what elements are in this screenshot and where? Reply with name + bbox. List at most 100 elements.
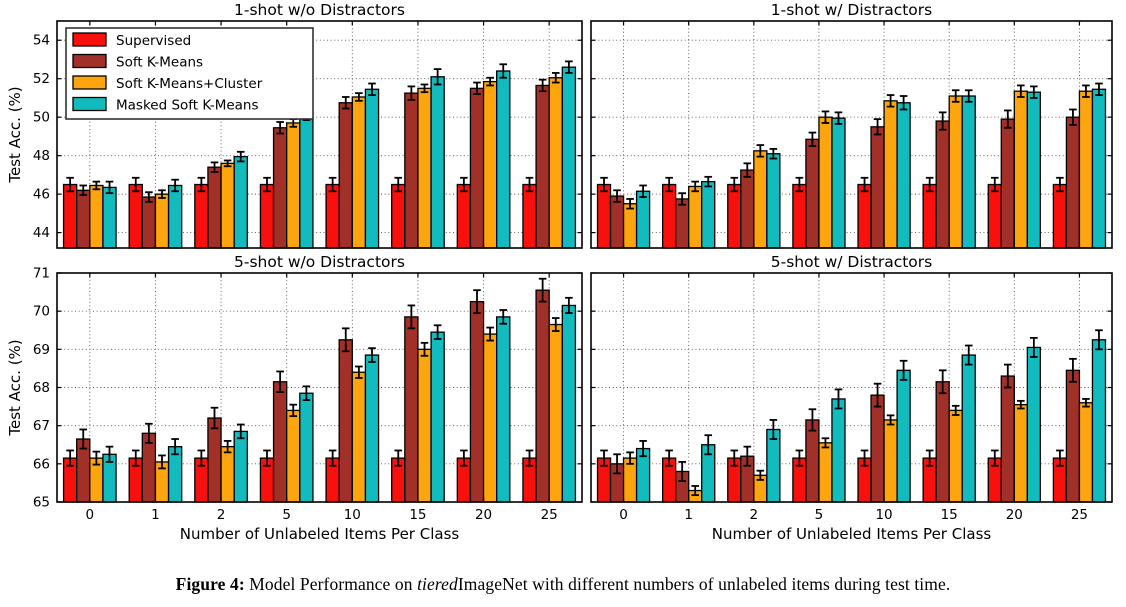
x-tick-label: 10 — [344, 507, 361, 523]
bar-soft-k-means — [535, 84, 550, 249]
bar-soft-k-means — [805, 419, 820, 503]
bar-masked-soft-k-means — [896, 369, 911, 503]
bar-soft-k-means — [1000, 375, 1015, 503]
plot-border — [56, 20, 583, 249]
bar-soft-k-means — [609, 195, 625, 249]
bar-soft-k-means-cluster — [351, 371, 367, 503]
x-tick-label: 25 — [541, 507, 558, 523]
y-tick-label: 65 — [33, 495, 50, 511]
x-tick-label: 15 — [409, 507, 426, 523]
legend-box — [65, 27, 314, 120]
bar-soft-k-means-cluster — [948, 95, 963, 249]
x-tick-label: 5 — [815, 507, 824, 523]
y-tick-label: 46 — [33, 187, 50, 203]
figure-caption-text-after: ImageNet with different numbers of unlab… — [457, 574, 951, 594]
legend-swatch — [72, 32, 107, 47]
bar-masked-soft-k-means — [766, 428, 781, 503]
bar-supervised — [325, 183, 340, 249]
bar-soft-k-means — [1000, 118, 1015, 249]
bar-supervised — [1052, 183, 1068, 249]
bar-soft-k-means-cluster — [286, 122, 301, 249]
bar-soft-k-means-cluster — [482, 333, 498, 503]
bar-soft-k-means-cluster — [1013, 404, 1028, 503]
y-tick-label: 68 — [33, 380, 50, 396]
legend-label: Supervised — [116, 33, 191, 49]
bar-soft-k-means-cluster — [482, 80, 498, 249]
y-axis-label: Test Acc. (%) — [6, 339, 24, 436]
bar-soft-k-means-cluster — [818, 116, 833, 249]
plot-border — [590, 20, 1113, 249]
x-tick-label: 25 — [1071, 507, 1088, 523]
bar-soft-k-means-cluster — [286, 409, 301, 503]
bar-masked-soft-k-means — [167, 184, 183, 249]
bar-soft-k-means — [1065, 116, 1081, 249]
y-axis-label: Test Acc. (%) — [6, 86, 24, 183]
bar-soft-k-means-cluster — [883, 419, 898, 503]
bar-soft-k-means-cluster — [154, 193, 170, 249]
bar-soft-k-means — [207, 166, 222, 249]
bar-masked-soft-k-means — [430, 76, 445, 249]
x-tick-label: 5 — [282, 507, 291, 523]
bar-masked-soft-k-means — [102, 186, 117, 249]
bar-soft-k-means-cluster — [622, 203, 638, 249]
bar-masked-soft-k-means — [496, 70, 511, 249]
bar-soft-k-means — [870, 126, 885, 249]
bar-masked-soft-k-means — [1026, 91, 1042, 249]
bar-supervised — [62, 183, 78, 249]
y-tick-label: 67 — [33, 418, 50, 434]
bar-supervised — [792, 183, 807, 249]
x-tick-label: 10 — [875, 507, 892, 523]
y-tick-label: 48 — [33, 148, 50, 164]
bar-soft-k-means-cluster — [1078, 402, 1094, 503]
figure-caption-dataset-italic: tiered — [417, 574, 458, 594]
legend-swatch — [72, 53, 107, 69]
figure-caption: Figure 4: Model Performance on tieredIma… — [0, 574, 1126, 595]
chart-title: 5-shot w/ Distractors — [771, 253, 932, 271]
bar-masked-soft-k-means — [561, 66, 577, 249]
bar-supervised — [857, 183, 872, 249]
bar-soft-k-means — [805, 138, 820, 249]
bar-masked-soft-k-means — [961, 95, 976, 249]
bar-soft-k-means-cluster — [1013, 90, 1028, 249]
bar-soft-k-means — [272, 381, 288, 503]
y-tick-label: 71 — [33, 266, 50, 282]
x-tick-label: 1 — [151, 507, 160, 523]
bar-soft-k-means-cluster — [417, 87, 432, 249]
chart-title: 5-shot w/o Distractors — [234, 253, 405, 271]
bar-soft-k-means-cluster — [688, 185, 703, 249]
bar-soft-k-means — [272, 127, 288, 249]
bar-masked-soft-k-means — [561, 304, 577, 503]
figure-caption-text-before: Model Performance on — [244, 574, 418, 594]
bar-supervised — [456, 183, 472, 249]
bar-supervised — [596, 183, 612, 249]
bar-soft-k-means — [338, 102, 353, 249]
bar-supervised — [128, 183, 143, 249]
bar-soft-k-means — [207, 417, 222, 503]
bar-masked-soft-k-means — [896, 102, 911, 249]
bar-masked-soft-k-means — [766, 153, 781, 249]
y-tick-label: 69 — [33, 342, 50, 358]
bar-soft-k-means — [469, 300, 485, 503]
bar-masked-soft-k-means — [961, 354, 976, 503]
bar-masked-soft-k-means — [430, 331, 445, 503]
bar-soft-k-means-cluster — [818, 442, 833, 503]
y-tick-label: 70 — [33, 304, 50, 320]
legend-label: Soft K-Means+Cluster — [116, 76, 263, 92]
legend-label: Soft K-Means — [116, 55, 203, 71]
x-axis-label: Number of Unlabeled Items Per Class — [712, 525, 992, 543]
y-tick-label: 52 — [33, 71, 50, 87]
bar-masked-soft-k-means — [233, 430, 248, 503]
bar-masked-soft-k-means — [496, 316, 511, 503]
bar-supervised — [661, 183, 677, 249]
bar-soft-k-means — [935, 120, 950, 249]
bar-masked-soft-k-means — [701, 180, 716, 249]
x-tick-label: 20 — [475, 507, 492, 523]
bar-supervised — [259, 183, 275, 249]
bar-masked-soft-k-means — [831, 398, 846, 503]
bar-masked-soft-k-means — [1026, 346, 1042, 503]
figure-caption-label: Figure 4: — [175, 574, 245, 594]
bar-soft-k-means-cluster — [351, 96, 367, 249]
bar-supervised — [391, 183, 406, 249]
